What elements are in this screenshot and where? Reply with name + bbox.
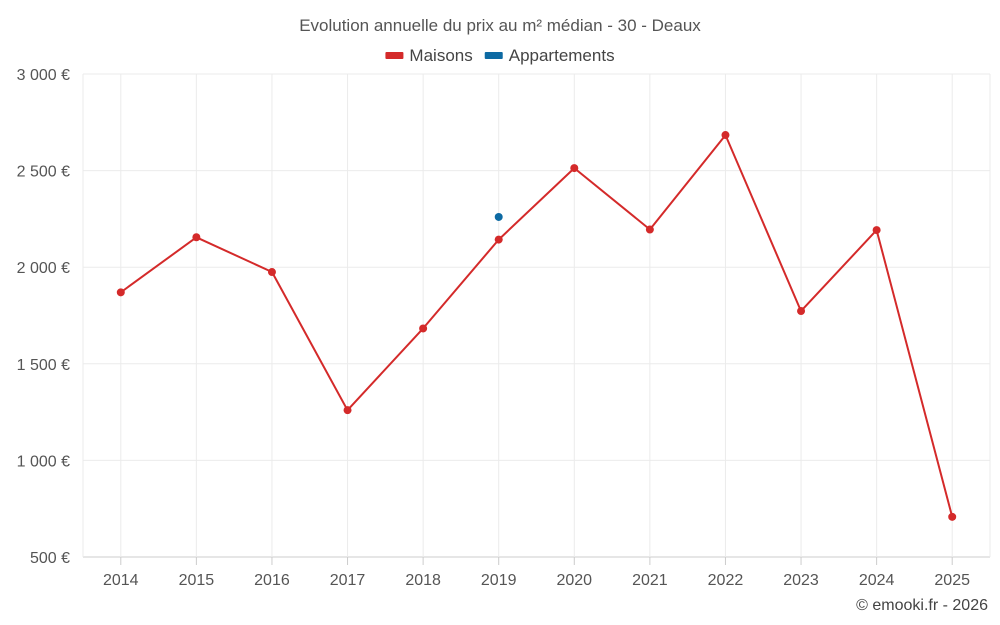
y-tick-label: 2 000 € bbox=[17, 260, 70, 277]
data-point[interactable] bbox=[645, 225, 654, 234]
x-axis: 2014 2015 2016 2017 2018 2019 2020 2021 2022 2023… bbox=[103, 557, 970, 589]
x-tick-label: 2014 bbox=[103, 572, 139, 589]
data-point[interactable] bbox=[192, 233, 201, 242]
x-tick-label: 2017 bbox=[330, 572, 366, 589]
gridlines bbox=[82, 73, 991, 558]
y-axis: 500 € 1 000 € 1 500 € 2 000 € 2 500 € 3 000 € bbox=[17, 67, 70, 567]
x-tick-label: 2019 bbox=[481, 572, 517, 589]
x-tick-label: 2020 bbox=[556, 572, 592, 589]
x-tick-label: 2015 bbox=[179, 572, 215, 589]
legend-item[interactable]: Appartements bbox=[484, 46, 615, 65]
series-appartements bbox=[494, 212, 503, 221]
legend-swatch bbox=[385, 52, 404, 59]
data-point[interactable] bbox=[116, 288, 125, 297]
x-tick-label: 2025 bbox=[934, 572, 970, 589]
data-point[interactable] bbox=[494, 212, 503, 221]
series-layer bbox=[116, 131, 957, 521]
legend-label: Maisons bbox=[409, 46, 472, 65]
x-tick-label: 2024 bbox=[859, 572, 895, 589]
data-point[interactable] bbox=[494, 235, 503, 244]
y-tick-label: 2 500 € bbox=[17, 164, 70, 181]
chart-title: Evolution annuelle du prix au m² médian … bbox=[299, 16, 701, 35]
data-point[interactable] bbox=[797, 307, 806, 316]
x-tick-label: 2022 bbox=[708, 572, 744, 589]
legend: Maisons Appartements bbox=[385, 46, 615, 65]
series-line bbox=[120, 134, 954, 518]
data-point[interactable] bbox=[343, 406, 352, 415]
x-tick-label: 2023 bbox=[783, 572, 819, 589]
data-point[interactable] bbox=[570, 164, 579, 173]
legend-label: Appartements bbox=[509, 46, 615, 65]
credit-text: © emooki.fr - 2026 bbox=[856, 597, 988, 614]
data-point[interactable] bbox=[872, 226, 881, 235]
y-tick-label: 500 € bbox=[30, 550, 70, 567]
x-tick-label: 2021 bbox=[632, 572, 668, 589]
series-maisons bbox=[116, 131, 957, 521]
x-tick-label: 2016 bbox=[254, 572, 290, 589]
data-point[interactable] bbox=[721, 131, 730, 140]
x-tick-label: 2018 bbox=[405, 572, 441, 589]
y-tick-label: 1 500 € bbox=[17, 357, 70, 374]
legend-swatch bbox=[484, 52, 503, 59]
y-tick-label: 1 000 € bbox=[17, 453, 70, 470]
data-point[interactable] bbox=[948, 512, 957, 521]
data-point[interactable] bbox=[267, 268, 276, 277]
legend-item[interactable]: Maisons bbox=[385, 46, 473, 65]
data-point[interactable] bbox=[419, 324, 428, 333]
y-tick-label: 3 000 € bbox=[17, 67, 70, 84]
